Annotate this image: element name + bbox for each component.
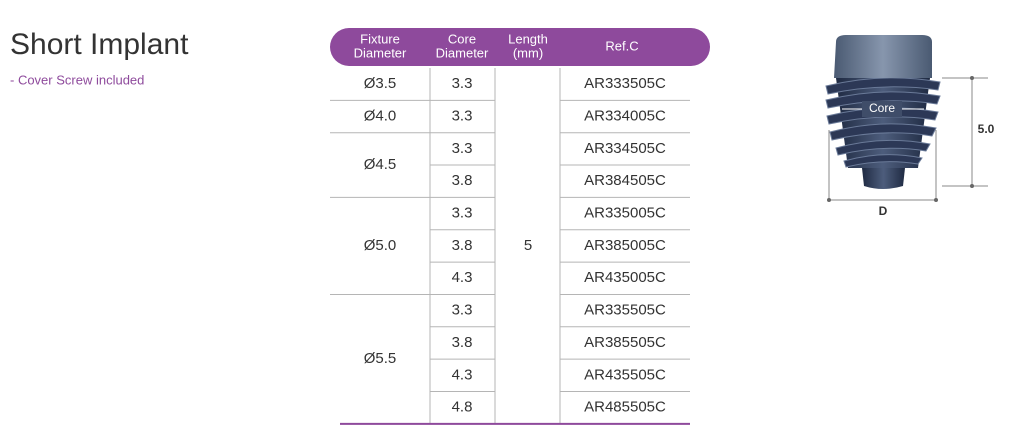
fixture-diameter: Ø4.0 bbox=[364, 107, 397, 124]
implant-illustration: Core 5.0 D bbox=[825, 35, 995, 218]
ref-code: AR435005C bbox=[584, 269, 666, 286]
core-diameter: 3.8 bbox=[452, 237, 473, 254]
ref-code: AR385005C bbox=[584, 237, 666, 254]
core-diameter: 3.3 bbox=[452, 302, 473, 319]
core-diameter: 3.8 bbox=[452, 172, 473, 189]
core-label: Core bbox=[869, 101, 895, 115]
header-cell: Fixture bbox=[360, 31, 400, 46]
fixture-diameter: Ø5.5 bbox=[364, 350, 397, 367]
ref-code: AR333505C bbox=[584, 75, 666, 92]
diameter-label: D bbox=[879, 204, 888, 218]
fixture-diameter: Ø3.5 bbox=[364, 75, 397, 92]
core-diameter: 3.8 bbox=[452, 334, 473, 351]
header-cell: Length bbox=[508, 31, 548, 46]
core-diameter: 3.3 bbox=[452, 140, 473, 157]
core-diameter: 3.3 bbox=[452, 75, 473, 92]
title: Short Implant bbox=[10, 28, 189, 61]
ref-code: AR435505C bbox=[584, 366, 666, 383]
header-cell: Diameter bbox=[436, 45, 489, 60]
ref-code: AR384505C bbox=[584, 172, 666, 189]
header-cell: Core bbox=[448, 31, 476, 46]
fixture-diameter: Ø5.0 bbox=[364, 237, 397, 254]
ref-code: AR334505C bbox=[584, 140, 666, 157]
length-label: 5.0 bbox=[978, 122, 995, 136]
header-cell: (mm) bbox=[513, 45, 543, 60]
core-diameter: 3.3 bbox=[452, 205, 473, 222]
fixture-diameter: Ø4.5 bbox=[364, 156, 397, 173]
core-diameter: 3.3 bbox=[452, 107, 473, 124]
header-cell: Diameter bbox=[354, 45, 407, 60]
ref-code: AR485505C bbox=[584, 399, 666, 416]
subtitle: - Cover Screw included bbox=[10, 72, 144, 87]
header-cell: Ref.C bbox=[605, 38, 638, 53]
table-header bbox=[330, 28, 710, 66]
ref-code: AR385505C bbox=[584, 334, 666, 351]
length: 5 bbox=[524, 237, 532, 254]
core-diameter: 4.8 bbox=[452, 399, 473, 416]
ref-code: AR334005C bbox=[584, 107, 666, 124]
ref-code: AR335505C bbox=[584, 302, 666, 319]
core-diameter: 4.3 bbox=[452, 366, 473, 383]
core-diameter: 4.3 bbox=[452, 269, 473, 286]
ref-code: AR335005C bbox=[584, 205, 666, 222]
